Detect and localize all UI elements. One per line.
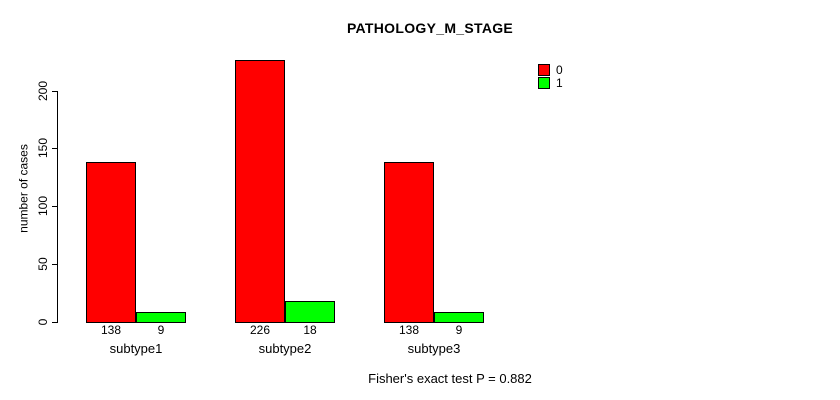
chart-title: PATHOLOGY_M_STAGE: [346, 20, 514, 36]
y-tick-mark: [52, 264, 57, 265]
legend-entry-0: 0: [538, 63, 563, 76]
bar-subtype3-0: [384, 162, 434, 323]
legend-label: 0: [556, 62, 563, 77]
category-label-subtype1: subtype1: [109, 341, 163, 356]
bar-value-label: 18: [303, 323, 317, 337]
category-label-subtype2: subtype2: [258, 341, 312, 356]
y-axis-line: [57, 90, 58, 323]
legend-swatch: [538, 63, 550, 76]
bar-value-label: 138: [398, 323, 420, 337]
category-label-subtype3: subtype3: [407, 341, 461, 356]
legend-entry-1: 1: [538, 76, 563, 89]
bar-value-label: 138: [100, 323, 122, 337]
y-tick-mark: [52, 148, 57, 149]
bar-value-label: 226: [249, 323, 271, 337]
bar-subtype1-0: [86, 162, 136, 323]
y-tick-label: 150: [36, 137, 50, 159]
bar-value-label: 9: [157, 323, 165, 337]
y-tick-mark: [52, 322, 57, 323]
fisher-test-annotation: Fisher's exact test P = 0.882: [368, 371, 532, 386]
y-tick-label: 100: [36, 195, 50, 217]
y-tick-label: 0: [36, 318, 50, 326]
bar-subtype3-1: [434, 312, 484, 323]
y-axis-label: number of cases: [16, 144, 31, 233]
y-tick-mark: [52, 206, 57, 207]
y-tick-label: 200: [36, 80, 50, 102]
legend-swatch: [538, 76, 550, 89]
legend-label: 1: [556, 75, 563, 90]
bar-subtype2-0: [235, 60, 285, 323]
y-tick-mark: [52, 91, 57, 92]
y-tick-label: 50: [36, 257, 50, 271]
bar-subtype2-1: [285, 301, 335, 323]
bar-value-label: 9: [455, 323, 463, 337]
bar-subtype1-1: [136, 312, 186, 323]
